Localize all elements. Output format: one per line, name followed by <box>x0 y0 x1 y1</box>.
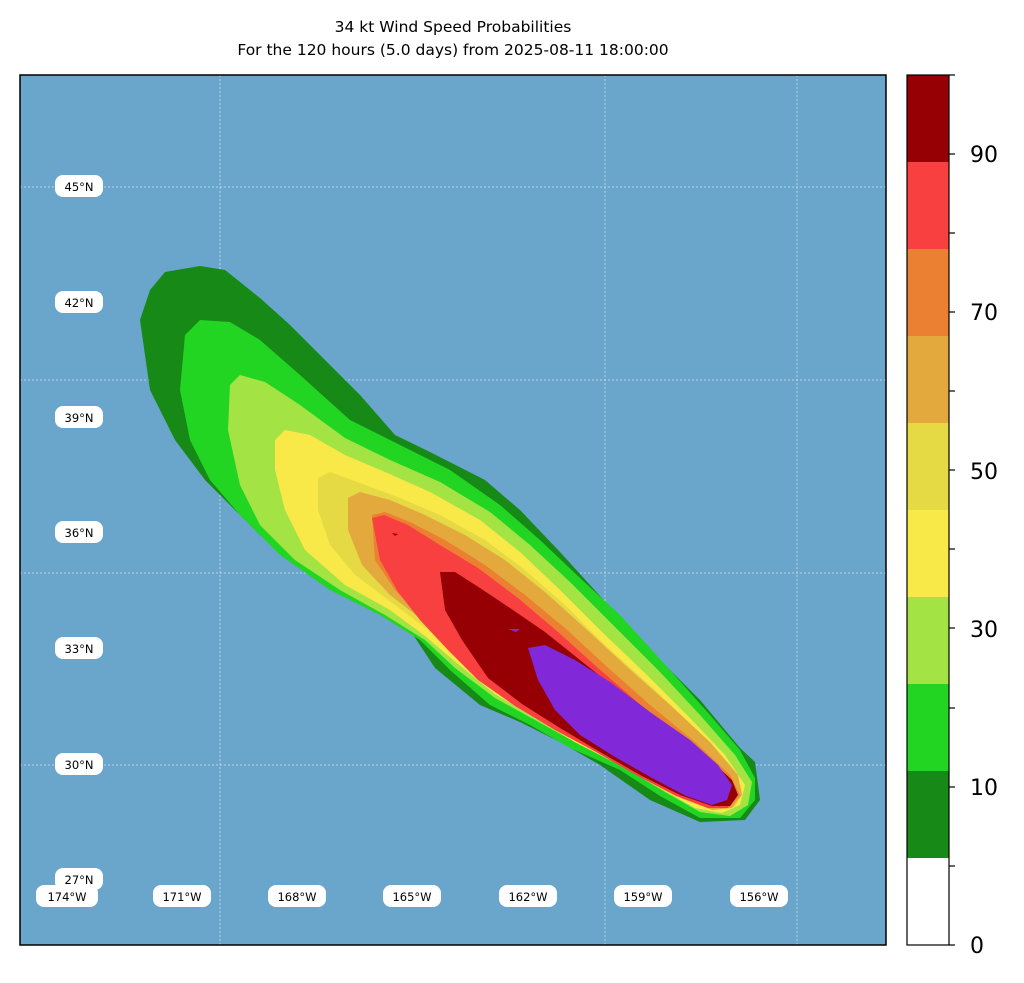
colorbar-band <box>907 336 949 423</box>
colorbar-tick-labels: 0 10 30 50 70 90 <box>970 143 998 959</box>
colorbar-ticks <box>949 74 955 946</box>
colorbar-tick-label: 30 <box>970 618 998 643</box>
contour-speck-90 <box>392 533 398 536</box>
colorbar-frame <box>906 74 950 946</box>
colorbar-tick-label: 10 <box>970 776 998 801</box>
colorbar-tick-label: 50 <box>970 460 998 485</box>
lon-label: 159°W <box>623 890 662 904</box>
map-subtitle: For the 120 hours (5.0 days) from 2025-0… <box>237 41 669 59</box>
probability-contours <box>140 266 760 822</box>
lat-label: 45°N <box>65 180 94 194</box>
lon-label: 171°W <box>162 890 201 904</box>
colorbar-band <box>907 249 949 336</box>
lat-label: 27°N <box>65 873 94 887</box>
colorbar-bands <box>907 75 949 945</box>
lon-label: 162°W <box>508 890 547 904</box>
map-title: 34 kt Wind Speed Probabilities <box>334 18 572 36</box>
latitude-labels: 45°N 42°N 39°N 36°N 33°N 30°N 27°N <box>55 175 103 890</box>
lon-label: 168°W <box>277 890 316 904</box>
lat-label: 42°N <box>65 296 94 310</box>
colorbar-band <box>907 684 949 771</box>
lat-label: 36°N <box>65 526 94 540</box>
lat-label: 30°N <box>65 758 94 772</box>
longitude-labels: 174°W 171°W 168°W 165°W 162°W 159°W 156°… <box>36 885 788 907</box>
colorbar-band <box>907 75 949 162</box>
lon-label: 174°W <box>47 890 86 904</box>
colorbar-tick-label: 70 <box>970 301 998 326</box>
colorbar-band <box>907 771 949 858</box>
colorbar-band <box>907 597 949 684</box>
colorbar-tick-label: 0 <box>970 934 984 959</box>
colorbar-band <box>907 423 949 510</box>
colorbar-band <box>907 162 949 249</box>
colorbar-tick-label: 90 <box>970 143 998 168</box>
colorbar-band <box>907 858 949 945</box>
map-frame <box>19 74 887 946</box>
lat-label: 33°N <box>65 642 94 656</box>
colorbar: 0 10 30 50 70 90 <box>906 74 998 959</box>
lat-label: 39°N <box>65 411 94 425</box>
lon-label: 156°W <box>739 890 778 904</box>
contour-speck-100 <box>508 629 520 632</box>
colorbar-band <box>907 510 949 597</box>
contour-band-100 <box>528 645 732 805</box>
lon-label: 165°W <box>392 890 431 904</box>
